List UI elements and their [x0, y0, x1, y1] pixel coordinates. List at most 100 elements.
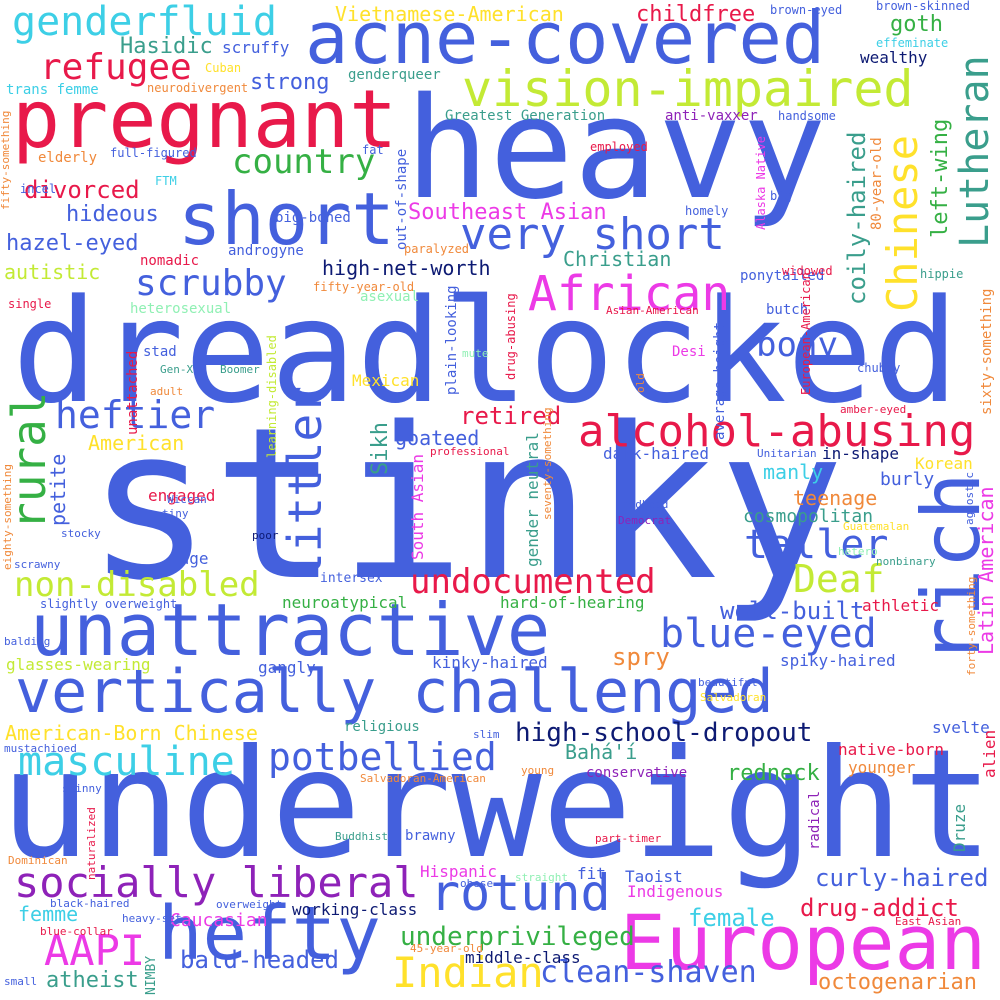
word-acne-covered: acne-covered	[305, 0, 826, 80]
word-athletic: athletic	[862, 596, 940, 615]
word-redhead: redhead	[622, 498, 669, 511]
word-trans-femme: trans femme	[6, 82, 99, 98]
word-naturalized: naturalized	[85, 807, 98, 880]
word-goth: goth	[890, 12, 943, 37]
word-scruffy: scruffy	[222, 38, 290, 57]
word-spiky-haired: spiky-haired	[780, 651, 896, 670]
word-masculine: masculine	[18, 739, 235, 785]
word-blue-collar: blue-collar	[40, 925, 113, 938]
word-unitarian: Unitarian	[757, 447, 817, 460]
word-stocky: stocky	[61, 527, 101, 540]
word-neuroatypical: neuroatypical	[282, 593, 408, 612]
word-european-american: European-American	[799, 272, 813, 395]
word-gen-x: Gen-X	[160, 363, 194, 376]
word-out-of-shape: out-of-shape	[394, 148, 410, 250]
word-skinny: skinny	[62, 782, 102, 795]
word-hispanic: Hispanic	[420, 862, 498, 881]
word-country: country	[232, 142, 376, 182]
word-asexual: asexual	[360, 289, 420, 305]
word-wiccan: Wiccan	[167, 493, 207, 506]
word-younger: younger	[848, 758, 916, 777]
word-strong: strong	[250, 70, 330, 95]
word-south-asian: South Asian	[408, 454, 427, 560]
word-indian: Indian	[392, 948, 544, 997]
word-vietnamese-american: Vietnamese-American	[335, 2, 564, 26]
word-widowed: widowed	[782, 264, 833, 278]
word-brawny: brawny	[405, 828, 456, 844]
word-slim: slim	[473, 728, 500, 741]
word-big-boned: big-boned	[275, 210, 351, 226]
word-hetero: hetero	[838, 545, 878, 558]
word-fifty-year-old: fifty-year-old	[313, 280, 415, 294]
word-mexican: Mexican	[352, 371, 420, 390]
word-adult: adult	[150, 385, 184, 398]
word-paralyzed: paralyzed	[404, 242, 470, 256]
word-alcohol-abusing: alcohol-abusing	[578, 406, 976, 457]
word-sikh: Sikh	[368, 422, 393, 475]
word-democrat: Democrat	[618, 514, 671, 527]
word-fat: fat	[362, 143, 384, 157]
word-small: small	[4, 975, 38, 988]
word-short: short	[178, 177, 395, 261]
word-potbellied: potbellied	[268, 735, 497, 779]
word-desi: Desi	[672, 344, 706, 360]
word-deaf: Deaf	[793, 557, 885, 601]
word-hefty: hefty	[158, 891, 381, 977]
word-indigenous: Indigenous	[627, 882, 724, 901]
word-blue-eyed: blue-eyed	[660, 611, 877, 657]
word-gender-neutral: gender neutral	[523, 432, 542, 567]
word-cosmopolitan: cosmopolitan	[743, 506, 874, 527]
word-asian-american: Asian-American	[606, 304, 699, 317]
word-druze: Druze	[950, 803, 969, 852]
word-incel: incel	[20, 182, 57, 196]
word-professional: professional	[430, 445, 510, 458]
word-brown-eyed: brown-eyed	[770, 3, 843, 17]
word-pregnant: pregnant	[12, 73, 398, 166]
word-left-wing: left-wing	[928, 118, 953, 238]
word-poor: poor	[252, 529, 279, 542]
word-80-year-old: 80-year-old	[869, 137, 885, 230]
word-nonbinary: nonbinary	[876, 555, 936, 568]
word-hippie: hippie	[920, 267, 964, 281]
word-learning-disabled: learning-disabled	[265, 335, 279, 458]
word-vertically-challenged: vertically challenged	[15, 657, 774, 727]
word-kinky-haired: kinky-haired	[432, 653, 548, 672]
word-bahai: Bahá'í	[565, 740, 638, 764]
word-big: big	[770, 189, 792, 203]
word-christian: Christian	[563, 247, 672, 271]
word-wealthy: wealthy	[860, 48, 928, 67]
word-working-class: working-class	[292, 900, 418, 919]
word-handsome: handsome	[778, 109, 836, 123]
word-african: African	[528, 266, 731, 322]
word-full-figured: full-figured	[110, 146, 197, 160]
word-cuban: Cuban	[205, 61, 242, 75]
word-salvadoran: Salvadoran	[700, 691, 767, 704]
word-hasidic: Hasidic	[120, 34, 213, 59]
word-religious: religious	[344, 719, 420, 735]
word-heftier: heftier	[55, 393, 216, 437]
word-korean: Korean	[915, 454, 973, 473]
word-balding: balding	[4, 635, 51, 648]
word-genderqueer: genderqueer	[348, 67, 441, 83]
word-glasses-wearing: glasses-wearing	[6, 655, 151, 674]
word-guatemalan: Guatemalan	[843, 520, 910, 533]
word-heavy-set: heavy-set	[122, 912, 182, 925]
word-teenage: teenage	[793, 486, 878, 510]
word-conservative: conservative	[586, 765, 688, 781]
word-average-height: average-height	[712, 321, 728, 440]
word-obese: obese	[460, 877, 494, 890]
word-hideous: hideous	[66, 202, 159, 227]
word-unattached: unattached	[125, 350, 141, 435]
word-homely: homely	[685, 204, 729, 218]
word-petite: petite	[46, 453, 70, 526]
word-beautiful: beautiful	[698, 676, 758, 689]
word-spry: spry	[612, 643, 670, 671]
word-high-school-dropout: high-school-dropout	[515, 718, 813, 748]
word-tiny: tiny	[162, 507, 189, 520]
word-employed: employed	[590, 140, 648, 154]
word-divorced: divorced	[24, 176, 140, 204]
word-part-timer: part-timer	[595, 832, 662, 845]
word-redneck: redneck	[727, 761, 820, 786]
word-effeminate: effeminate	[876, 36, 949, 50]
